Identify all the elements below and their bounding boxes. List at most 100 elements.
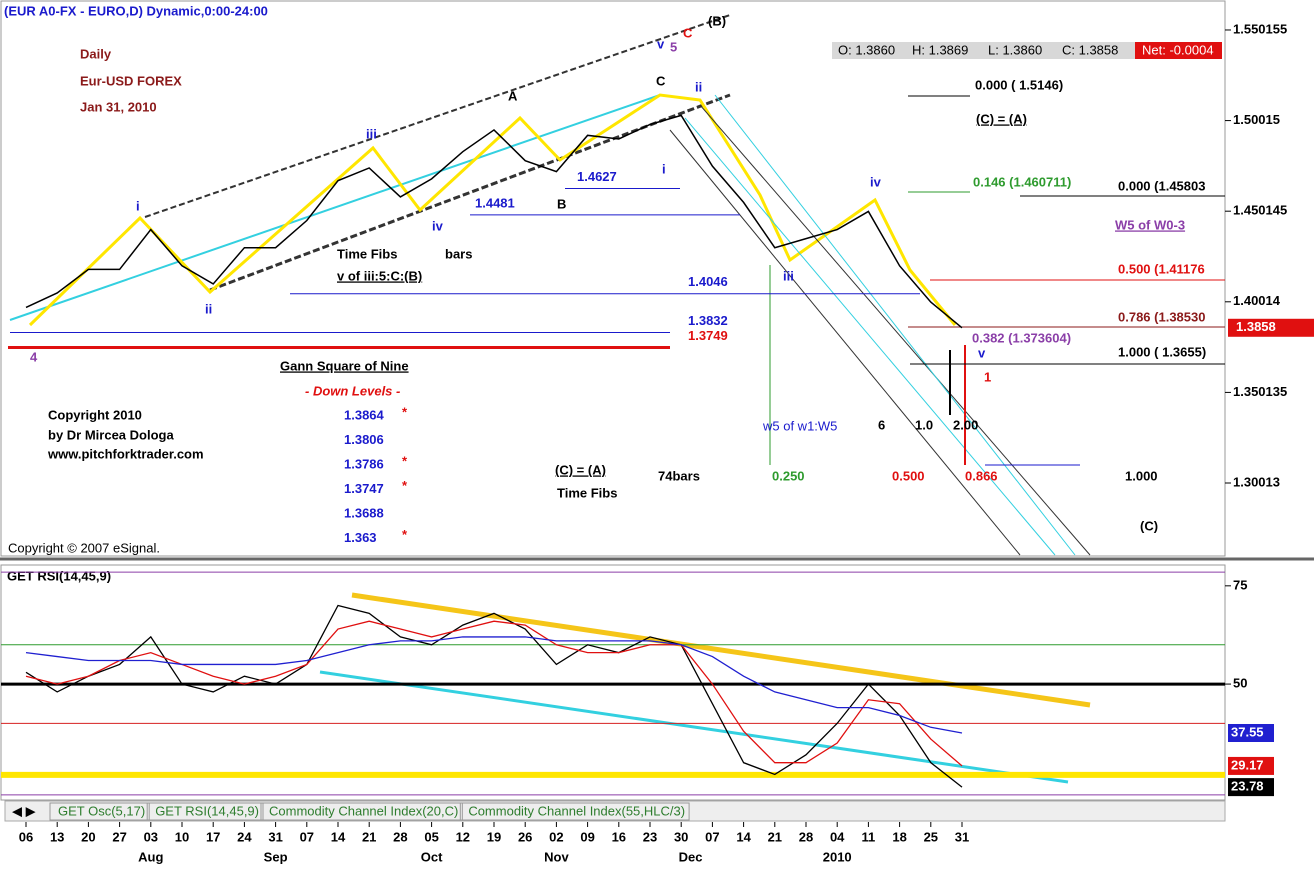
x-tick-label: 31 [268,829,282,844]
month-label: Dec [679,849,703,864]
level-label: 1.4046 [688,274,728,289]
annotation: A [508,88,518,103]
annotation: v [978,345,986,360]
annotation: iv [870,174,882,189]
y-tick-label: 1.350135 [1233,384,1287,399]
x-tick-label: 31 [955,829,969,844]
x-tick-label: 17 [206,829,220,844]
month-label: 2010 [823,849,852,864]
quote-net: Net: -0.0004 [1142,42,1214,57]
tab[interactable]: GET Osc(5,17) [58,803,145,818]
annotation: 0.500 [892,468,925,483]
annotation: iv [432,218,444,233]
quote-bar [832,42,1222,59]
annotation: Gann Square of Nine [280,358,409,373]
series-line [25,604,963,788]
level-label: 1.4481 [475,195,515,210]
gann-star: * [402,527,408,542]
rsi-trend [351,592,1091,708]
annotation: 1.000 [1125,468,1158,483]
annotation: 0.000 (1.45803 [1118,178,1205,193]
annotation: Eur-USD FOREX [80,73,182,88]
level-label: 1.4627 [577,169,617,184]
x-tick-label: 05 [424,829,438,844]
y-tick-label: 1.50015 [1233,112,1280,127]
value-label: 23.78 [1231,779,1264,794]
x-tick-label: 16 [612,829,626,844]
y-tick-label: 75 [1233,577,1247,592]
level-label: 1.3749 [688,328,728,343]
price-box [1228,318,1314,337]
x-tick-label: 23 [643,829,657,844]
tab[interactable]: Commodity Channel Index(55,HLC/3) [468,803,685,818]
y-tick-label: 1.40014 [1233,293,1281,308]
x-tick-label: 04 [830,829,845,844]
annotation: W5 of W0-3 [1115,217,1185,232]
value-box [1228,756,1274,775]
month-label: Oct [421,849,443,864]
annotation: - Down Levels - [305,383,400,398]
x-tick-label: 25 [924,829,938,844]
tab[interactable]: GET RSI(14,45,9) [155,803,259,818]
tab-border [260,802,463,821]
annotation: 0.000 ( 1.5146) [975,77,1063,92]
y-tick-label: 1.450145 [1233,203,1287,218]
tab[interactable]: Commodity Channel Index(20,C) [269,803,458,818]
x-tick-label: 07 [705,829,719,844]
y-tick-label: 50 [1233,676,1247,691]
x-tick-label: 12 [456,829,470,844]
x-tick-label: 21 [768,829,782,844]
quote-open: O: 1.3860 [838,42,895,57]
annotation: 0.382 (1.373604) [972,330,1071,345]
pitchfork [714,94,1076,556]
annotation: 2.00 [953,417,978,432]
annotation: 74bars [658,468,700,483]
value-box [1228,778,1274,797]
gann-level: 1.363 [344,530,377,545]
quote-high: H: 1.3869 [912,42,968,57]
annotation: w5 of w1:W5 [762,418,837,433]
annotation: 0.500 (1.41176 [1118,261,1205,276]
wave-line [28,93,957,327]
annotation: Jan 31, 2010 [80,99,157,114]
series-line [25,636,963,734]
annotation: Daily [80,46,112,61]
x-tick-label: 07 [300,829,314,844]
pitchfork [669,129,1021,556]
tab-scroll[interactable]: ◀ ▶ [12,803,36,818]
tab-border [459,802,690,821]
annotation: 6 [878,417,885,432]
annotation: C [683,25,693,40]
gann-star: * [402,478,408,493]
x-tick-label: 30 [674,829,688,844]
annotation: 5 [670,39,677,54]
x-tick-label: 28 [799,829,813,844]
annotation: (C) = (A) [555,462,606,477]
annotation: i [662,161,666,176]
annotation: 0.786 (1.38530 [1118,309,1205,324]
x-tick-label: 20 [81,829,95,844]
x-tick-label: 18 [892,829,906,844]
trend-line [9,94,661,321]
x-tick-label: 02 [549,829,563,844]
annotation: B [557,196,566,211]
series-line [25,114,963,329]
quote-low: L: 1.3860 [988,42,1042,57]
annotation: (C) [1140,518,1158,533]
gann-level: 1.3786 [344,456,384,471]
x-tick-label: 13 [50,829,64,844]
x-tick-label: 27 [112,829,126,844]
annotation: www.pitchforktrader.com [47,446,204,461]
rsi-trend [319,670,1069,784]
annotation: iii [366,126,377,141]
annotation: 1.000 ( 1.3655) [1118,344,1206,359]
x-tick-label: 26 [518,829,532,844]
tab-border [146,802,264,821]
x-tick-label: 14 [736,829,751,844]
value-box [1228,723,1274,742]
annotation: v [657,36,665,51]
rsi-title: GET RSI(14,45,9) [7,568,111,583]
x-tick-label: 24 [237,829,252,844]
y-tick-label: 1.550155 [1233,21,1287,36]
x-tick-label: 03 [144,829,158,844]
